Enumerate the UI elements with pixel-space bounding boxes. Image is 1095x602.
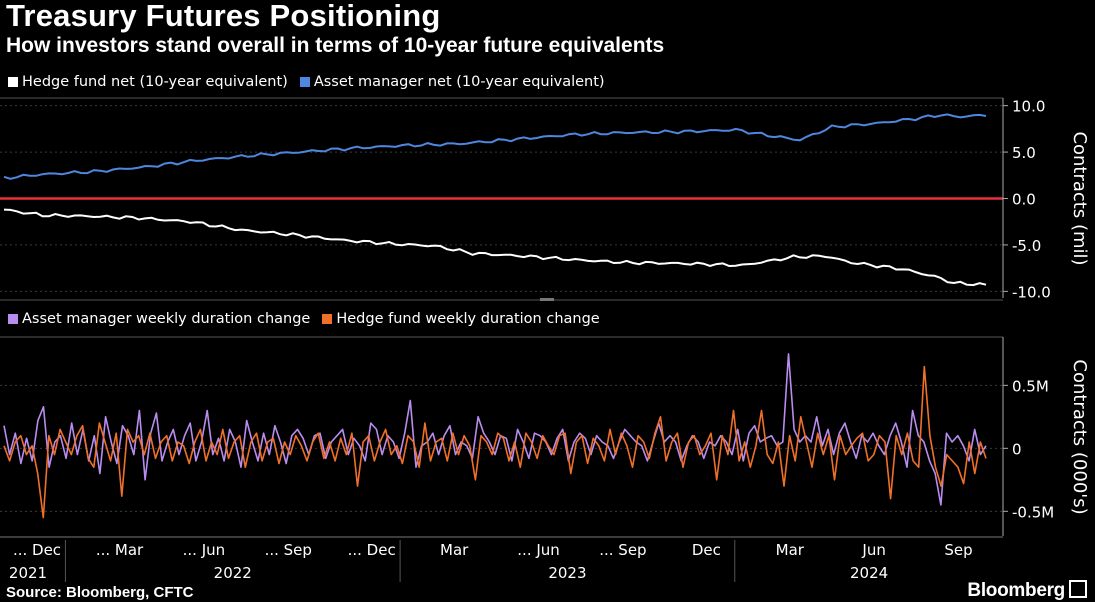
top-panel-lines xyxy=(0,113,1003,287)
top-y-tick-label: 0.0 xyxy=(1012,191,1036,209)
bottom-y-tick-label: -0.5M xyxy=(1012,503,1054,521)
x-tick-label: ... Jun xyxy=(517,541,560,559)
legend-label: Asset manager weekly duration change xyxy=(22,311,311,327)
legend-swatch xyxy=(8,77,18,87)
bar-chart-icon xyxy=(1069,580,1087,598)
panel-resize-handle xyxy=(540,298,554,301)
top-legend: Hedge fund net (10-year equivalent) Asse… xyxy=(8,74,617,90)
top-y-axis-title: Contracts (mil) xyxy=(1069,131,1090,265)
asset-manager-change-line xyxy=(3,353,987,506)
bottom-panel-lines xyxy=(3,353,987,519)
brand-logo: Bloomberg xyxy=(967,580,1087,602)
legend-swatch xyxy=(322,314,333,324)
x-tick-label: ... Sep xyxy=(265,541,312,559)
bottom-y-tick-label: 0 xyxy=(1012,440,1022,458)
x-tick-label: ... Mar xyxy=(96,541,144,559)
bottom-legend: Asset manager weekly duration change Hed… xyxy=(8,311,612,327)
x-tick-label: Sep xyxy=(944,541,972,559)
legend-item-hedge-fund-net: Hedge fund net (10-year equivalent) xyxy=(8,74,288,90)
top-y-tick-label: 5.0 xyxy=(1012,144,1036,162)
x-tick-label: ... Dec xyxy=(348,541,396,559)
legend-item-asset-manager-change: Asset manager weekly duration change xyxy=(8,311,310,327)
top-y-tick-label: -10.0 xyxy=(1012,283,1051,301)
axes: 10.0 5.0 0.0 -5.0 -10.0 Contracts (mil) 0.5M 0 -… xyxy=(9,98,1090,582)
x-tick-label: Mar xyxy=(440,541,469,559)
legend-label: Asset manager net (10-year equivalent) xyxy=(313,74,605,90)
chart-title: Treasury Futures Positioning xyxy=(6,0,441,33)
x-year-label: 2023 xyxy=(548,564,586,582)
x-tick-label: ... Jun xyxy=(183,541,226,559)
x-tick-label: Jun xyxy=(861,541,885,559)
hedge-fund-net-line xyxy=(3,208,987,287)
top-y-tick-label: -5.0 xyxy=(1012,237,1041,255)
legend-label: Hedge fund weekly duration change xyxy=(336,311,600,327)
top-y-tick-label: 10.0 xyxy=(1012,98,1045,116)
hedge-fund-change-line xyxy=(3,365,987,519)
x-tick-label: Dec xyxy=(692,541,721,559)
bottom-y-tick-label: 0.5M xyxy=(1012,377,1049,395)
x-year-label: 2022 xyxy=(214,564,252,582)
source-note: Source: Bloomberg, CFTC xyxy=(6,584,194,601)
legend-label: Hedge fund net (10-year equivalent) xyxy=(22,74,288,90)
asset-manager-net-line xyxy=(3,113,987,180)
x-tick-label: ... Sep xyxy=(599,541,646,559)
legend-item-asset-manager-net: Asset manager net (10-year equivalent) xyxy=(299,74,605,90)
legend-swatch xyxy=(299,77,310,87)
x-tick-label: Mar xyxy=(776,541,805,559)
x-year-label: 2021 xyxy=(9,564,47,582)
legend-item-hedge-fund-change: Hedge fund weekly duration change xyxy=(322,311,600,327)
x-year-label: 2024 xyxy=(850,564,888,582)
x-tick-label: ... Dec xyxy=(13,541,61,559)
legend-swatch xyxy=(8,314,18,324)
chart-subtitle: How investors stand overall in terms of … xyxy=(6,34,665,57)
bottom-y-axis-title: Contracts (000's) xyxy=(1069,359,1090,514)
brand-name: Bloomberg xyxy=(967,580,1065,601)
